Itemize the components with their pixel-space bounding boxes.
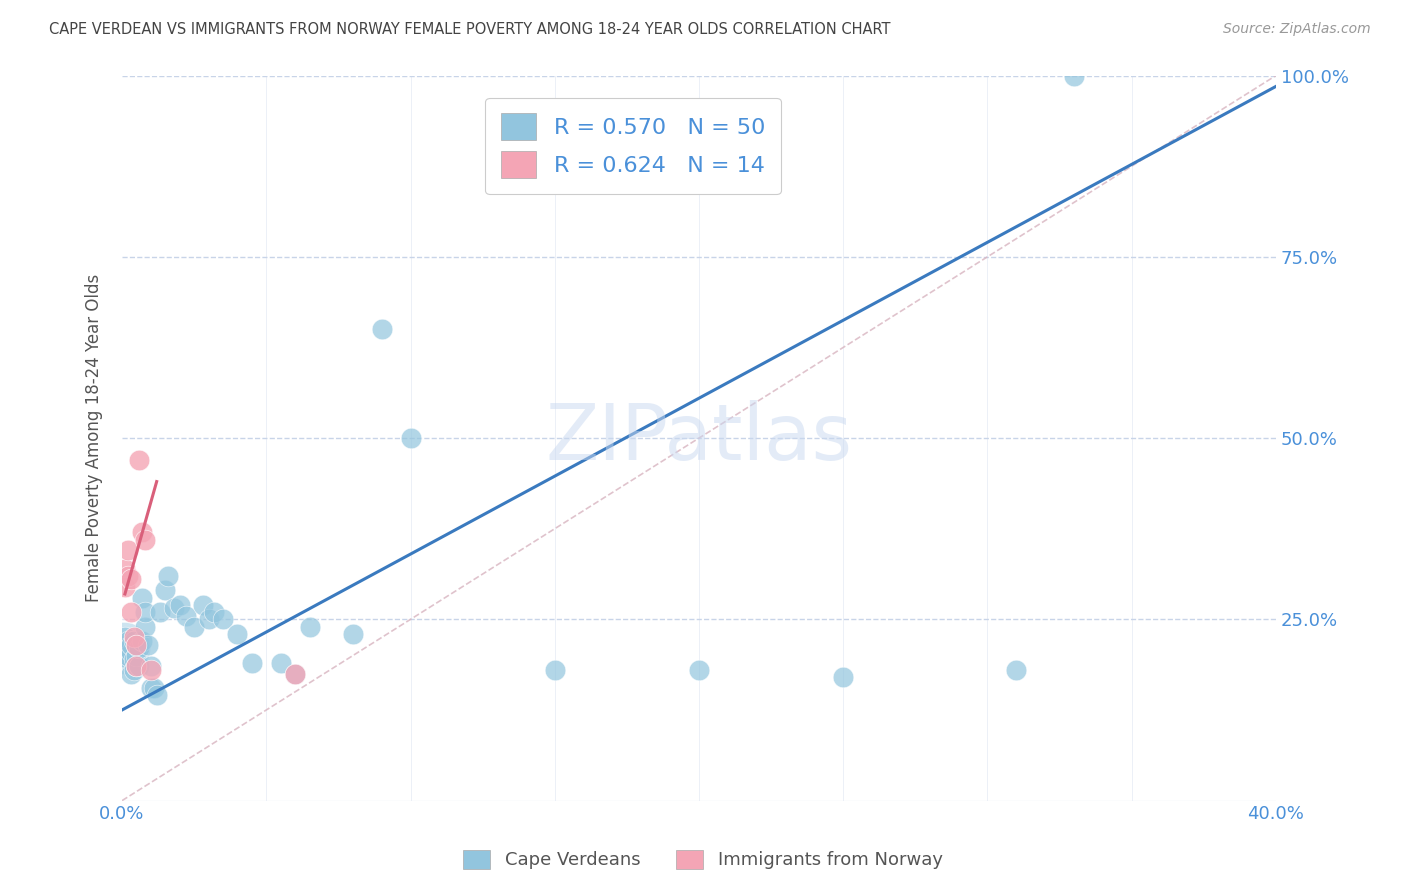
Point xyxy=(117,634,139,648)
Text: Source: ZipAtlas.com: Source: ZipAtlas.com xyxy=(1223,22,1371,37)
Point xyxy=(370,322,392,336)
Point xyxy=(284,666,307,681)
Point xyxy=(1005,663,1028,677)
Point xyxy=(128,452,150,467)
Point xyxy=(139,663,162,677)
Point xyxy=(114,580,136,594)
Text: ZIPatlas: ZIPatlas xyxy=(546,401,852,476)
Point xyxy=(120,638,142,652)
Point xyxy=(122,634,145,648)
Point xyxy=(240,656,263,670)
Point xyxy=(112,641,135,656)
Point xyxy=(125,638,148,652)
Point xyxy=(544,663,567,677)
Point xyxy=(270,656,292,670)
Point xyxy=(202,605,225,619)
Point xyxy=(134,619,156,633)
Point xyxy=(120,573,142,587)
Point xyxy=(131,591,153,605)
Point xyxy=(131,525,153,540)
Point xyxy=(169,598,191,612)
Point xyxy=(1063,69,1085,83)
Point xyxy=(122,631,145,645)
Point xyxy=(832,670,855,684)
Point xyxy=(125,659,148,673)
Point xyxy=(114,638,136,652)
Point xyxy=(128,659,150,673)
Point xyxy=(117,569,139,583)
Legend: Cape Verdeans, Immigrants from Norway: Cape Verdeans, Immigrants from Norway xyxy=(454,840,952,879)
Point xyxy=(226,627,249,641)
Point xyxy=(117,543,139,558)
Point xyxy=(136,638,159,652)
Point xyxy=(142,681,165,696)
Point xyxy=(157,569,180,583)
Point xyxy=(120,605,142,619)
Point xyxy=(174,608,197,623)
Point xyxy=(125,648,148,663)
Point xyxy=(125,659,148,673)
Y-axis label: Female Poverty Among 18-24 Year Olds: Female Poverty Among 18-24 Year Olds xyxy=(86,274,103,602)
Point xyxy=(120,666,142,681)
Legend: R = 0.570   N = 50, R = 0.624   N = 14: R = 0.570 N = 50, R = 0.624 N = 14 xyxy=(485,97,780,194)
Point xyxy=(148,605,170,619)
Point xyxy=(114,561,136,575)
Text: CAPE VERDEAN VS IMMIGRANTS FROM NORWAY FEMALE POVERTY AMONG 18-24 YEAR OLDS CORR: CAPE VERDEAN VS IMMIGRANTS FROM NORWAY F… xyxy=(49,22,891,37)
Point xyxy=(114,641,136,656)
Point xyxy=(145,689,167,703)
Point xyxy=(139,681,162,696)
Point xyxy=(688,663,710,677)
Point xyxy=(197,612,219,626)
Point xyxy=(114,631,136,645)
Point xyxy=(342,627,364,641)
Point xyxy=(212,612,235,626)
Point xyxy=(191,598,214,612)
Point xyxy=(163,601,186,615)
Point xyxy=(125,638,148,652)
Point xyxy=(183,619,205,633)
Point xyxy=(399,431,422,445)
Point xyxy=(155,583,177,598)
Point xyxy=(139,659,162,673)
Point xyxy=(284,666,307,681)
Point xyxy=(117,652,139,666)
Point xyxy=(298,619,321,633)
Point xyxy=(120,645,142,659)
Point xyxy=(134,605,156,619)
Point xyxy=(128,641,150,656)
Point xyxy=(117,648,139,663)
Point xyxy=(134,533,156,547)
Point xyxy=(122,663,145,677)
Point xyxy=(122,652,145,666)
Point xyxy=(131,634,153,648)
